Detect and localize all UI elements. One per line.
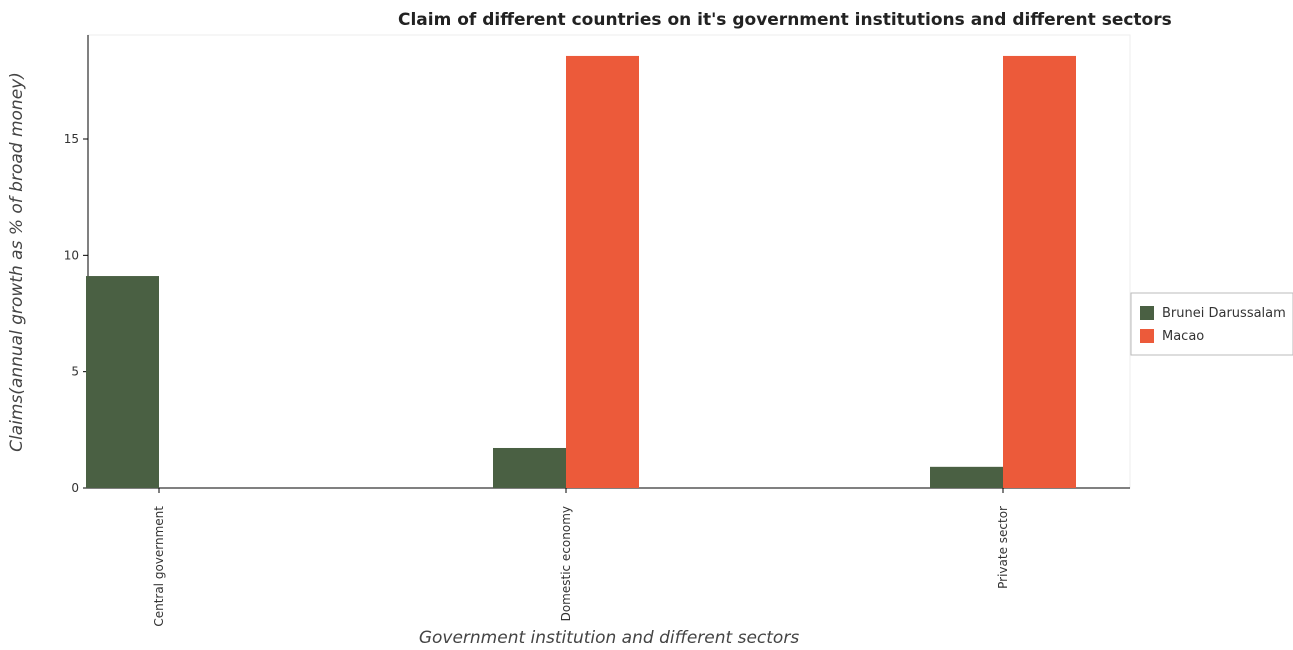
- legend-swatch: [1140, 306, 1154, 320]
- y-tick-label: 10: [64, 248, 79, 262]
- bar: [930, 466, 1003, 488]
- x-tick-label: Central government: [152, 506, 166, 627]
- x-tick-label: Domestic economy: [559, 506, 573, 621]
- y-axis-title: Claims(annual growth as % of broad money…: [7, 72, 27, 452]
- legend-label: Brunei Darussalam: [1162, 306, 1286, 321]
- x-axis-title: Government institution and different sec…: [419, 628, 800, 648]
- y-tick-label: 0: [71, 481, 79, 495]
- y-tick-label: 15: [64, 132, 79, 146]
- y-tick-label: 5: [71, 365, 79, 379]
- legend-swatch: [1140, 329, 1154, 343]
- legend-label: Macao: [1162, 329, 1204, 344]
- bar: [566, 55, 639, 488]
- x-tick-label: Private sector: [996, 506, 1010, 589]
- bar: [86, 276, 159, 488]
- chart-title: Claim of different countries on it's gov…: [398, 10, 1172, 30]
- bar: [493, 447, 566, 488]
- legend: [1130, 292, 1293, 356]
- bar: [1003, 55, 1076, 488]
